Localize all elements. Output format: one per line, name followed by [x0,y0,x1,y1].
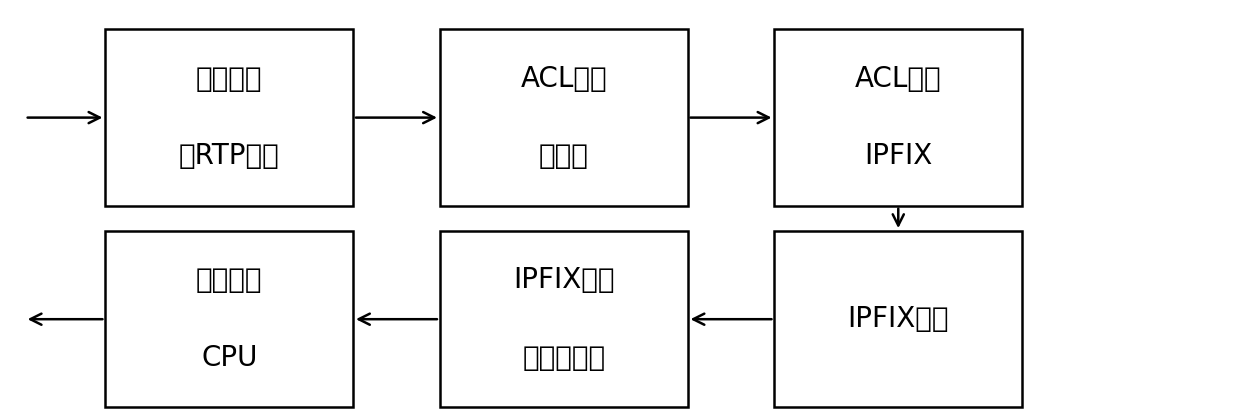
Text: ACL使能: ACL使能 [855,65,942,93]
Text: CPU: CPU [201,344,258,372]
Bar [440,231,688,407]
Bar [774,29,1022,206]
Text: IPFIX故障: IPFIX故障 [513,266,615,294]
Text: 解析并识: 解析并识 [196,65,263,93]
Bar [440,29,688,206]
Text: 检查与确定: 检查与确定 [522,344,606,372]
Text: IPFIX查找: IPFIX查找 [847,305,949,333]
Bar [105,29,353,206]
Bar [774,231,1022,407]
Text: 别RTP报文: 别RTP报文 [178,142,280,171]
Text: 故障上报: 故障上报 [196,266,263,294]
Text: ACL执行: ACL执行 [520,65,607,93]
Text: 流分类: 流分类 [539,142,589,171]
Bar [105,231,353,407]
Text: IPFIX: IPFIX [864,142,933,171]
